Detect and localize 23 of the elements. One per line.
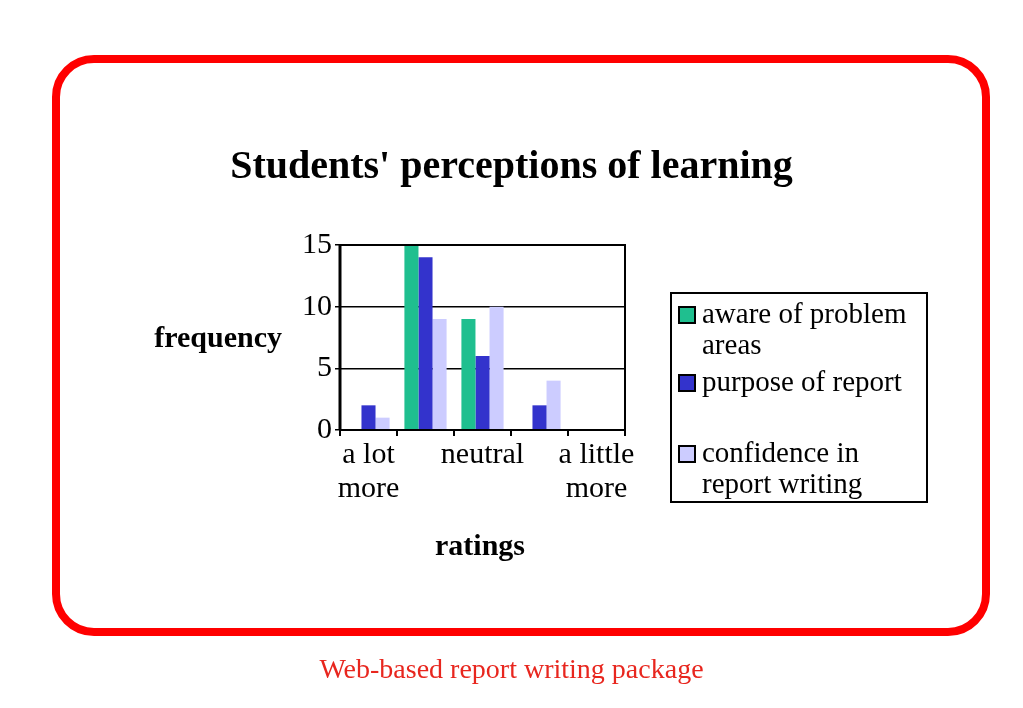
bar: [461, 318, 476, 430]
bar: [361, 405, 376, 430]
y-tick-label: 15: [302, 225, 332, 259]
y-tick-label: 0: [317, 410, 332, 444]
y-axis-title: frequency: [154, 319, 282, 355]
legend-label: purpose of report: [702, 365, 902, 397]
text: Web-based report writing package: [318, 652, 705, 686]
bar: [546, 380, 561, 430]
bar: [418, 257, 433, 430]
x-tick-label: a lot more: [337, 435, 400, 503]
x-tick-label: a little more: [558, 435, 635, 503]
x-tick-label: neutral: [440, 435, 525, 469]
y-tick-label: 5: [317, 349, 332, 383]
y-tick-label: 10: [302, 287, 332, 321]
bar: [432, 318, 447, 430]
bar: [475, 355, 490, 430]
chart-title: Students' perceptions of learning: [229, 142, 794, 188]
legend-label: confidence in report writing: [702, 436, 864, 499]
x-axis-title: ratings: [434, 527, 526, 563]
bar: [375, 417, 390, 430]
bar: [489, 306, 504, 430]
bar: [404, 244, 419, 430]
bar: [532, 405, 547, 430]
